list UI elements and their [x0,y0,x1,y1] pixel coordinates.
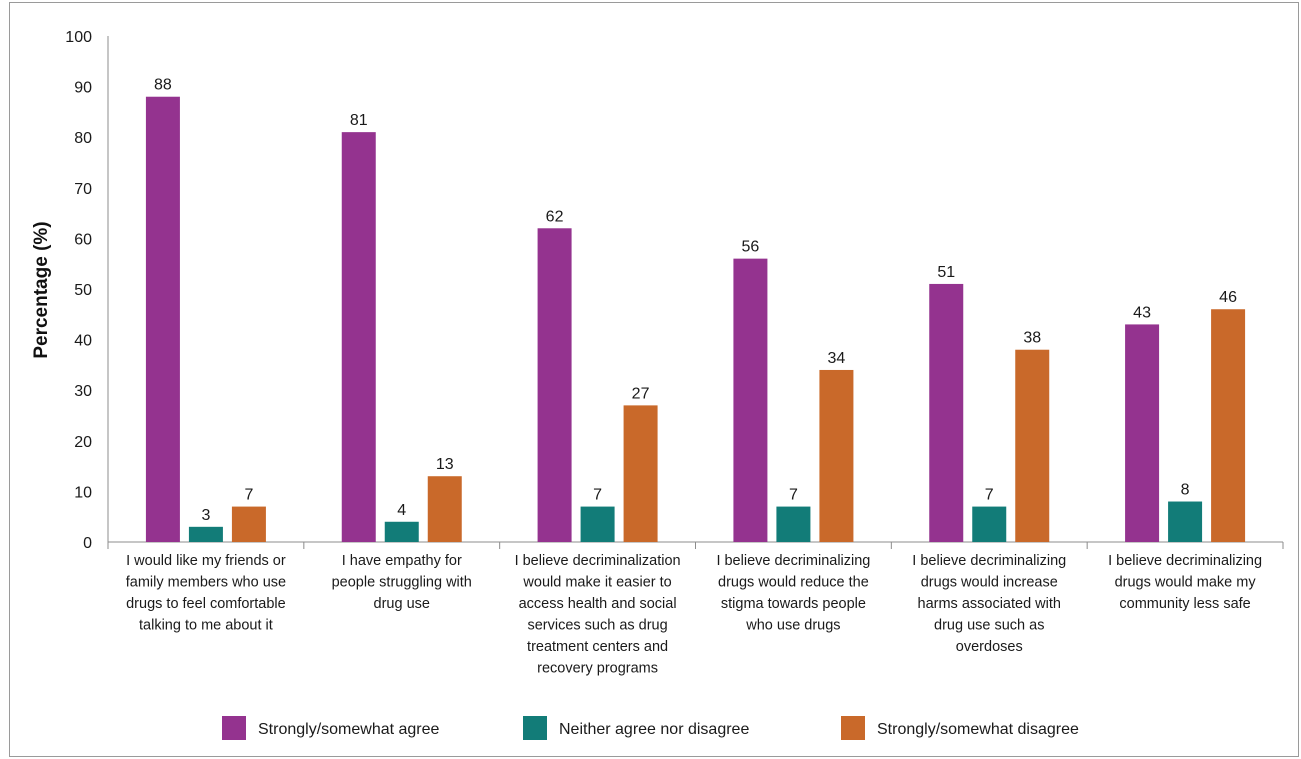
bar [384,521,419,542]
bar-value-label: 7 [244,487,253,504]
x-axis [107,541,1284,549]
bar-value-label: 7 [593,487,602,504]
bar [427,476,462,542]
bar-value-label: 43 [1133,304,1151,321]
y-tick-label: 70 [74,181,92,198]
bars [145,96,1246,542]
legend-label: Neither agree nor disagree [559,721,749,738]
bar-value-label: 13 [436,456,454,473]
category-label: I believe decriminalizing drugs would inc… [912,553,1066,655]
category-label-line: I believe decriminalization [515,553,681,569]
y-tick-label: 60 [74,231,92,248]
category-label: I believe decriminalization would make it… [515,553,681,677]
category-label-line: who use drugs [745,618,840,634]
bar-value-label: 38 [1023,330,1041,347]
bar-value-label: 81 [350,112,368,129]
y-tick-label: 80 [74,130,92,147]
category-label-line: would make it easier to [522,575,671,591]
y-tick-label: 50 [74,282,92,299]
category-label-line: drug use [374,596,430,612]
bar [623,405,658,542]
category-label-line: talking to me about it [139,618,273,634]
category-label-line: treatment centers and [527,639,668,655]
bar [819,369,854,542]
bar-value-label: 8 [1181,482,1190,499]
bar-value-label: 51 [937,264,955,281]
category-label: I have empathy for people struggling with… [332,553,472,612]
y-tick-label: 20 [74,434,92,451]
legend-label: Strongly/somewhat disagree [877,721,1079,738]
bar-value-label: 7 [789,487,798,504]
bar [733,258,768,542]
bar [580,506,615,542]
bar [1015,349,1050,542]
category-label-line: drugs would increase [921,575,1058,591]
y-tick-label: 30 [74,383,92,400]
bar-value-label: 46 [1219,289,1237,306]
category-label-line: I believe decriminalizing [912,553,1066,569]
category-label: I would like my friends or family members… [126,553,286,634]
bar-value-label: 27 [632,385,650,402]
bar [145,96,180,542]
category-label-line: community less safe [1119,596,1250,612]
category-label-line: I would like my friends or [126,553,286,569]
bar [1125,324,1160,542]
category-label-line: I have empathy for [342,553,462,569]
category-label-line: drug use such as [934,618,1044,634]
bar [929,283,964,542]
category-label-line: I believe decriminalizing [716,553,870,569]
category-label-line: I believe decriminalizing [1108,553,1262,569]
bar [1168,501,1203,542]
category-label-line: overdoses [956,639,1023,655]
category-label: I believe decriminalizing drugs would red… [716,553,870,634]
legend-label: Strongly/somewhat agree [258,721,440,738]
bar-value-label: 3 [201,507,210,524]
y-axis: 0 10 20 30 40 50 60 70 80 90 100 [65,29,109,552]
category-label-line: drugs would reduce the [718,575,869,591]
bar [1211,309,1246,542]
y-tick-label: 0 [83,535,92,552]
y-tick-label: 10 [74,484,92,501]
category-label-line: family members who use [126,575,286,591]
legend: Strongly/somewhat agree Neither agree nor… [222,716,1079,740]
legend-swatch [222,716,246,740]
chart-frame [9,2,1299,757]
bar-value-label: 7 [985,487,994,504]
category-label-line: access health and social [519,596,677,612]
bar [776,506,811,542]
bar-value-label: 88 [154,77,172,94]
bar-value-label: 4 [397,502,406,519]
y-tick-label: 40 [74,333,92,350]
y-tick-label: 100 [65,29,92,46]
legend-swatch [523,716,547,740]
bar-value-label: 34 [828,350,846,367]
bar [537,228,572,542]
category-label-line: harms associated with [918,596,1061,612]
category-label: I believe decriminalizing drugs would mak… [1108,553,1262,612]
category-labels: I would like my friends or family members… [126,553,1262,677]
category-label-line: services such as drug [527,618,667,634]
bar [188,526,223,542]
bar-value-label: 56 [742,239,760,256]
bar [341,132,376,542]
legend-swatch [841,716,865,740]
y-tick-label: 90 [74,80,92,97]
bar [972,506,1007,542]
category-label-line: drugs to feel comfortable [126,596,286,612]
category-label-line: drugs would make my [1115,575,1257,591]
bar-value-label: 62 [546,208,564,225]
category-label-line: stigma towards people [721,596,866,612]
category-label-line: recovery programs [537,661,658,677]
y-axis-title: Percentage (%) [31,221,52,358]
bar [231,506,266,542]
category-label-line: people struggling with [332,575,472,591]
